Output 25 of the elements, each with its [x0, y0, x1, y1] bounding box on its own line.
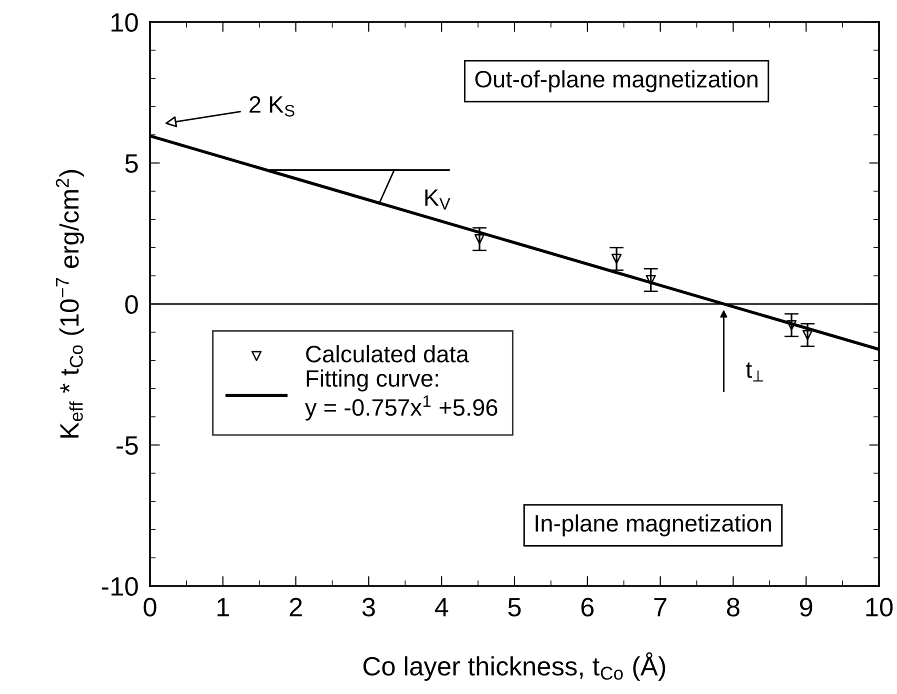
x-tick-label: 2 — [290, 598, 302, 616]
y-tick-label: -10 — [102, 577, 138, 596]
text: K$_{eff}$ * t$_{Co}$ (10$^{−7}$ erg/cm$^{2}$) — [56, 170, 84, 438]
y-tick-label: -5 — [116, 436, 138, 455]
x-tick-label: 5 — [508, 598, 521, 616]
x-tick-label: 9 — [800, 598, 812, 616]
y-tick-label: 5 — [125, 154, 138, 173]
x-tick-label: 10 — [866, 598, 893, 616]
x-tick-label: 1 — [218, 598, 229, 616]
x-tick-label: 0 — [144, 598, 156, 616]
legend-label: Fitting curve: y = -0.757x$^{1}$ +5.96 — [304, 369, 498, 421]
x-tick-label: 4 — [434, 598, 448, 616]
annotation: K$_{V}$ — [425, 189, 450, 210]
legend-label: Calculated data — [306, 345, 469, 362]
x-tick-label: 3 — [362, 598, 375, 616]
x-tick-label: 8 — [727, 598, 740, 616]
annotation: Out-of-plane magnetization — [475, 70, 758, 92]
y-tick-label: 10 — [112, 13, 138, 32]
x-tick-label: 7 — [654, 598, 666, 616]
x-tick-label: 6 — [581, 598, 594, 616]
annotation: In-plane magnetization — [536, 514, 771, 536]
annotation: 2 K$_{S}$ — [250, 96, 294, 117]
y-tick-label: 0 — [125, 295, 138, 314]
annotation: t$_{⊥}$ — [746, 362, 763, 382]
x-axis-title: Co layer thickness, t$_{Co}$ (Å) — [363, 652, 666, 681]
